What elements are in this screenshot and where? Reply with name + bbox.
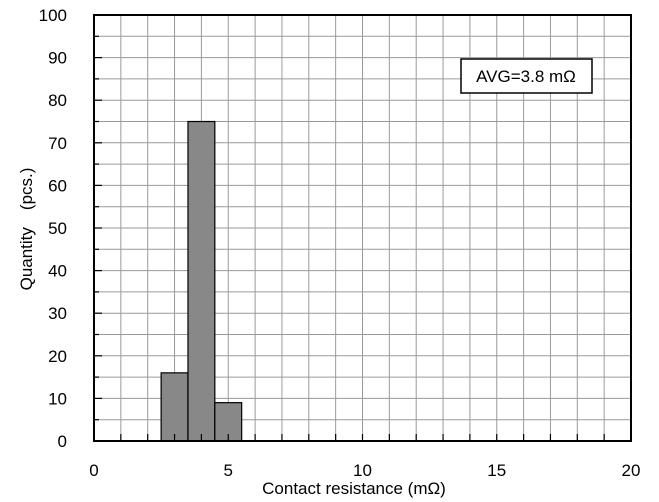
y-tick-labels: 0 10 20 30 40 50 60 70 80 90 100 [39,6,67,451]
x-tick-label: 15 [487,461,506,480]
average-annotation: AVG=3.8 mΩ [460,58,593,94]
bar [160,372,189,442]
x-tick-label: 5 [224,461,233,480]
y-tick-label: 30 [48,304,67,323]
y-tick-label: 0 [58,432,67,451]
x-tick-label: 10 [353,461,372,480]
y-tick-label: 70 [48,134,67,153]
x-tick-label: 0 [89,461,98,480]
annotation-text: AVG=3.8 mΩ [476,67,576,86]
x-tick-labels: 0 5 10 15 20 [89,461,640,480]
axis-ticks [93,14,632,442]
y-tick-label: 10 [48,389,67,408]
bar [187,120,216,442]
y-tick-label: 40 [48,262,67,281]
y-tick-label: 90 [48,49,67,68]
x-tick-label: 20 [622,461,641,480]
y-tick-label: 80 [48,91,67,110]
bars [160,120,243,442]
y-axis-title: Quantity (pcs.) [17,168,36,291]
y-tick-label: 100 [39,6,67,25]
y-tick-label: 20 [48,347,67,366]
y-tick-label: 50 [48,219,67,238]
y-tick-label: 60 [48,176,67,195]
grid [94,15,631,441]
x-axis-title: Contact resistance (mΩ) [262,479,446,498]
annotation-box [460,58,593,94]
